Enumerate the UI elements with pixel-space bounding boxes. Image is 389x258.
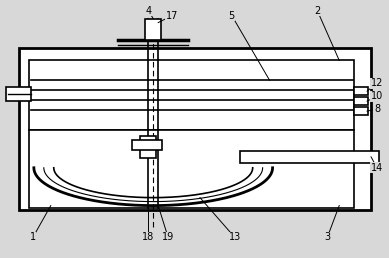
Bar	[145, 19, 161, 41]
Bar	[19, 49, 371, 209]
Text: 14: 14	[371, 163, 383, 173]
Bar	[354, 87, 368, 95]
Text: 1: 1	[30, 232, 36, 243]
Bar	[6, 87, 31, 101]
Text: 2: 2	[314, 6, 321, 16]
Text: 3: 3	[324, 232, 330, 243]
Bar	[354, 107, 368, 115]
Text: 5: 5	[229, 11, 235, 21]
Text: 17: 17	[166, 11, 178, 21]
Text: 10: 10	[371, 91, 383, 101]
Bar	[140, 136, 156, 158]
Bar	[132, 140, 162, 150]
Text: 18: 18	[142, 232, 154, 243]
Bar	[354, 97, 368, 105]
Text: 12: 12	[371, 78, 383, 88]
Text: 4: 4	[145, 6, 151, 16]
Text: 13: 13	[229, 232, 241, 243]
Text: 19: 19	[162, 232, 174, 243]
Bar	[29, 60, 354, 130]
Bar	[29, 130, 354, 208]
Text: 8: 8	[374, 104, 380, 114]
Bar	[240, 151, 379, 163]
